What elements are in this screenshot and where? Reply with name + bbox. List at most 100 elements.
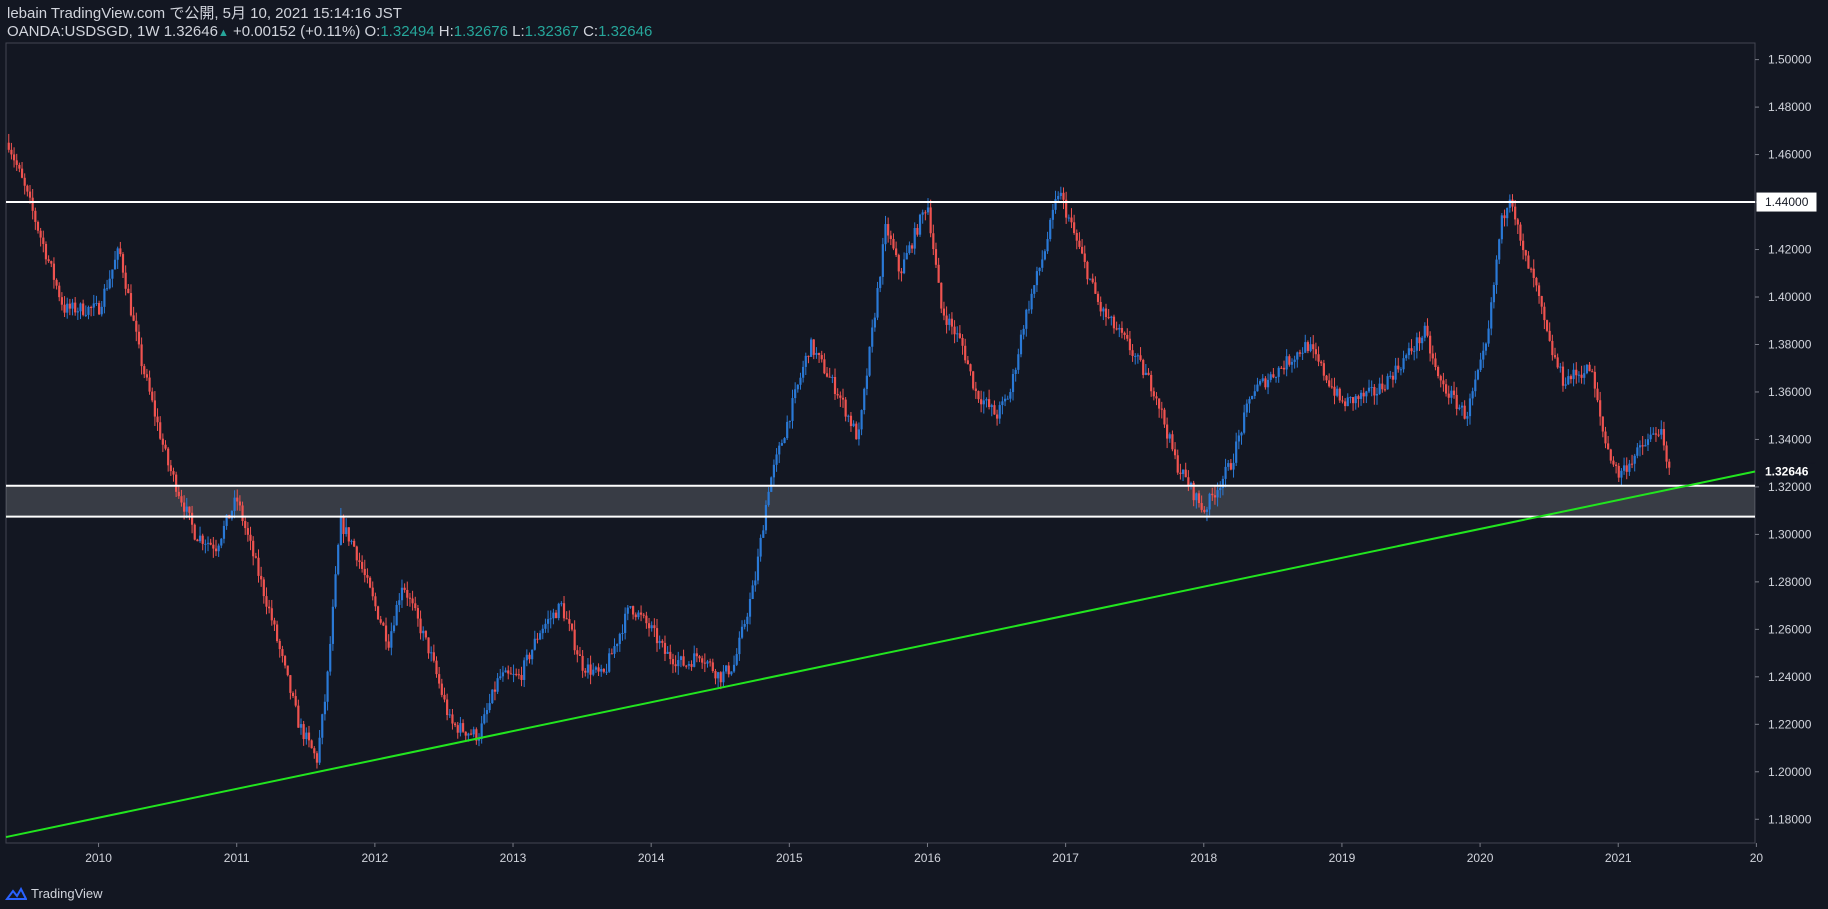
candle-body: [1009, 392, 1012, 399]
candle-body: [214, 548, 218, 552]
candle-body: [1027, 309, 1031, 311]
candle-body: [1660, 429, 1663, 435]
candle-body: [419, 618, 422, 634]
candle-body: [847, 415, 850, 417]
candle-body: [42, 237, 45, 244]
candle-body: [395, 604, 398, 626]
candle-body: [339, 517, 342, 545]
low-label: L:: [512, 23, 525, 40]
candle-body: [695, 653, 698, 657]
candle-body: [1577, 374, 1581, 376]
candle-body: [1139, 355, 1142, 360]
candle-body: [1391, 375, 1395, 380]
candle-body: [616, 643, 619, 647]
candle-body: [1203, 509, 1206, 512]
candle-body: [1612, 460, 1615, 465]
candle-body: [1208, 493, 1211, 510]
support-trendline[interactable]: [5, 470, 1756, 839]
candle-body: [411, 598, 414, 604]
candle-body: [281, 649, 284, 657]
candle-body: [1049, 219, 1052, 240]
candle-body: [674, 664, 677, 667]
candle-body: [353, 540, 356, 547]
candle-body: [392, 625, 396, 632]
candle-body: [887, 224, 890, 236]
candle-body: [1367, 387, 1371, 392]
candle-body: [116, 248, 119, 260]
candle-body: [1120, 327, 1124, 333]
symbol-label: OANDA:USDSGD, 1W: [7, 23, 160, 40]
candle-body: [860, 410, 863, 430]
candle-body: [820, 355, 823, 360]
candle-body: [1258, 381, 1262, 385]
candle-body: [520, 674, 523, 680]
candle-body: [1503, 215, 1506, 219]
candle-body: [1370, 387, 1373, 389]
candle-body: [560, 603, 563, 605]
candle-body: [1253, 391, 1256, 396]
candle-body: [1426, 325, 1429, 336]
candle-body: [815, 352, 818, 355]
candle-body: [1011, 374, 1015, 393]
candle-body: [693, 653, 696, 667]
candle-body: [632, 606, 635, 615]
candle-body: [1394, 365, 1397, 380]
candle-body: [129, 293, 133, 316]
candle-body: [1622, 465, 1626, 471]
candle-body: [889, 235, 892, 239]
candle-body: [1431, 353, 1434, 359]
candle-body: [1134, 355, 1137, 357]
candle-body: [1298, 352, 1302, 354]
candle-body: [1325, 375, 1328, 381]
level-price-label: 1.44000: [1765, 195, 1809, 209]
candle-body: [1591, 371, 1594, 373]
candle-body: [1567, 376, 1570, 385]
candle-body: [368, 577, 372, 588]
candle-body: [448, 714, 451, 716]
time-axis-label: 2017: [1052, 851, 1079, 865]
candle-body: [1482, 350, 1485, 360]
candle-body: [701, 658, 704, 663]
candle-body: [804, 355, 807, 367]
candle-body: [222, 525, 226, 539]
tradingview-logo[interactable]: TradingView: [5, 886, 103, 901]
candle-body: [82, 303, 85, 315]
candle-body: [1091, 278, 1094, 283]
candle-body: [299, 724, 303, 728]
candle-body: [1625, 465, 1628, 472]
candle-body: [1088, 278, 1092, 280]
candle-body: [621, 632, 624, 634]
candle-body: [732, 664, 736, 672]
candle-body: [347, 527, 350, 542]
candle-body: [1516, 219, 1519, 225]
candle-body: [857, 429, 861, 440]
candle-body: [297, 705, 300, 728]
candle-body: [855, 423, 858, 440]
candle-body: [440, 683, 443, 695]
candle-body: [1338, 388, 1341, 401]
candle-body: [515, 673, 518, 675]
candle-body: [1107, 317, 1110, 319]
candle-body: [246, 528, 249, 535]
price-axis-label: 1.34000: [1768, 432, 1812, 446]
candle-body: [1354, 396, 1357, 404]
candle-body: [1264, 378, 1267, 388]
candle-body: [159, 422, 162, 439]
candle-body: [1585, 364, 1588, 374]
candle-body: [998, 405, 1001, 419]
candle-body: [1237, 435, 1240, 442]
candle-body: [541, 628, 544, 634]
candle-body: [1166, 424, 1169, 439]
candle-body: [1112, 316, 1116, 329]
candle-body: [544, 623, 547, 629]
candle-body: [557, 603, 560, 619]
candle-body: [698, 656, 701, 659]
candle-body: [135, 320, 138, 332]
candle-body: [841, 397, 845, 400]
candle-body: [453, 723, 457, 726]
candle-body: [1065, 199, 1068, 218]
candle-body: [717, 672, 720, 679]
candle-body: [459, 723, 462, 733]
candle-body: [1522, 240, 1525, 251]
